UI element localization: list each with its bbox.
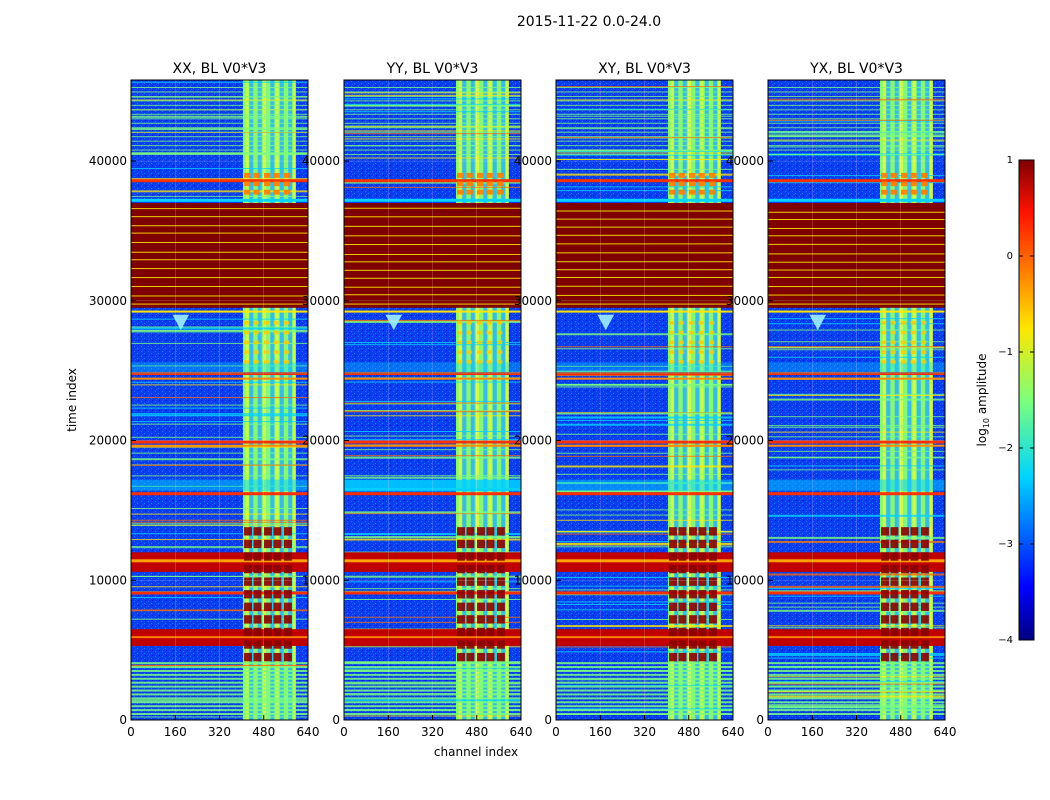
x-tick-label: 640: [722, 725, 745, 739]
x-tick-label: 160: [589, 725, 612, 739]
x-tick-label: 0: [340, 725, 348, 739]
x-tick-label: 320: [421, 725, 444, 739]
panel-yx: YX, BL V0*V3 0 160 320 480 640 0 10000 20000 3000…: [726, 61, 957, 739]
colorbar-tick-label: −3: [998, 539, 1013, 550]
x-tick-label: 480: [252, 725, 275, 739]
y-tick-label: 20000: [726, 434, 764, 448]
panel-title: XX, BL V0*V3: [173, 61, 267, 77]
colorbar-tick-label: −1: [998, 347, 1013, 358]
y-tick-label: 30000: [514, 294, 552, 308]
y-axis-label: time index: [65, 368, 79, 432]
panel-title: YY, BL V0*V3: [386, 61, 479, 77]
colorbar-gradient: [1018, 159, 1035, 641]
y-tick-label: 20000: [514, 434, 552, 448]
panel-title: XY, BL V0*V3: [598, 61, 691, 77]
x-tick-label: 0: [764, 725, 772, 739]
panel-yy: YY, BL V0*V3 0 160 320 480 640 0 10000 20000 3000…: [302, 61, 533, 739]
y-tick-label: 10000: [302, 573, 340, 587]
heatmap-image: [768, 80, 945, 720]
colorbar-tick-label: −4: [998, 635, 1013, 646]
colorbar-label: log10 amplitude: [975, 354, 991, 447]
y-tick-label: 40000: [302, 154, 340, 168]
y-tick-label: 30000: [302, 294, 340, 308]
x-tick-label: 640: [297, 725, 320, 739]
x-axis-label: channel index: [434, 745, 518, 759]
x-tick-label: 320: [208, 725, 231, 739]
x-tick-label: 160: [164, 725, 187, 739]
y-tick-label: 30000: [89, 294, 127, 308]
figure-title: 2015-11-22 0.0-24.0: [517, 14, 661, 30]
x-tick-label: 640: [510, 725, 533, 739]
panel-title: YX, BL V0*V3: [809, 61, 903, 77]
x-tick-label: 160: [801, 725, 824, 739]
panel-xx: XX, BL V0*V3 0 160 320 480 640 0 10000 20000 3000…: [89, 61, 320, 739]
y-tick-label: 0: [544, 713, 552, 727]
y-tick-label: 30000: [726, 294, 764, 308]
y-tick-label: 40000: [726, 154, 764, 168]
colorbar-tick-label: −2: [998, 443, 1013, 454]
colorbar-tick-label: 0: [1007, 251, 1013, 262]
x-tick-label: 0: [127, 725, 135, 739]
x-tick-label: 480: [465, 725, 488, 739]
colorbar-tick-label: 1: [1007, 155, 1013, 166]
y-tick-label: 0: [756, 713, 764, 727]
y-tick-label: 0: [332, 713, 340, 727]
colorbar: 1 0 −1 −2 −3 −4 log10 amplitude: [975, 155, 1035, 646]
x-tick-label: 320: [633, 725, 656, 739]
y-tick-label: 40000: [514, 154, 552, 168]
y-tick-label: 10000: [726, 573, 764, 587]
heatmap-image: [131, 80, 308, 720]
x-tick-label: 480: [889, 725, 912, 739]
y-tick-label: 10000: [514, 573, 552, 587]
panel-xy: XY, BL V0*V3 0 160 320 480 640 0 10000 20000 3000…: [514, 61, 745, 739]
y-tick-label: 20000: [302, 434, 340, 448]
y-tick-label: 10000: [89, 573, 127, 587]
x-tick-label: 640: [934, 725, 957, 739]
x-tick-label: 480: [677, 725, 700, 739]
heatmap-image: [556, 80, 733, 720]
x-tick-label: 320: [845, 725, 868, 739]
x-tick-label: 160: [377, 725, 400, 739]
y-tick-label: 20000: [89, 434, 127, 448]
heatmap-image: [344, 80, 521, 720]
y-tick-label: 0: [119, 713, 127, 727]
y-tick-label: 40000: [89, 154, 127, 168]
x-tick-label: 0: [552, 725, 560, 739]
